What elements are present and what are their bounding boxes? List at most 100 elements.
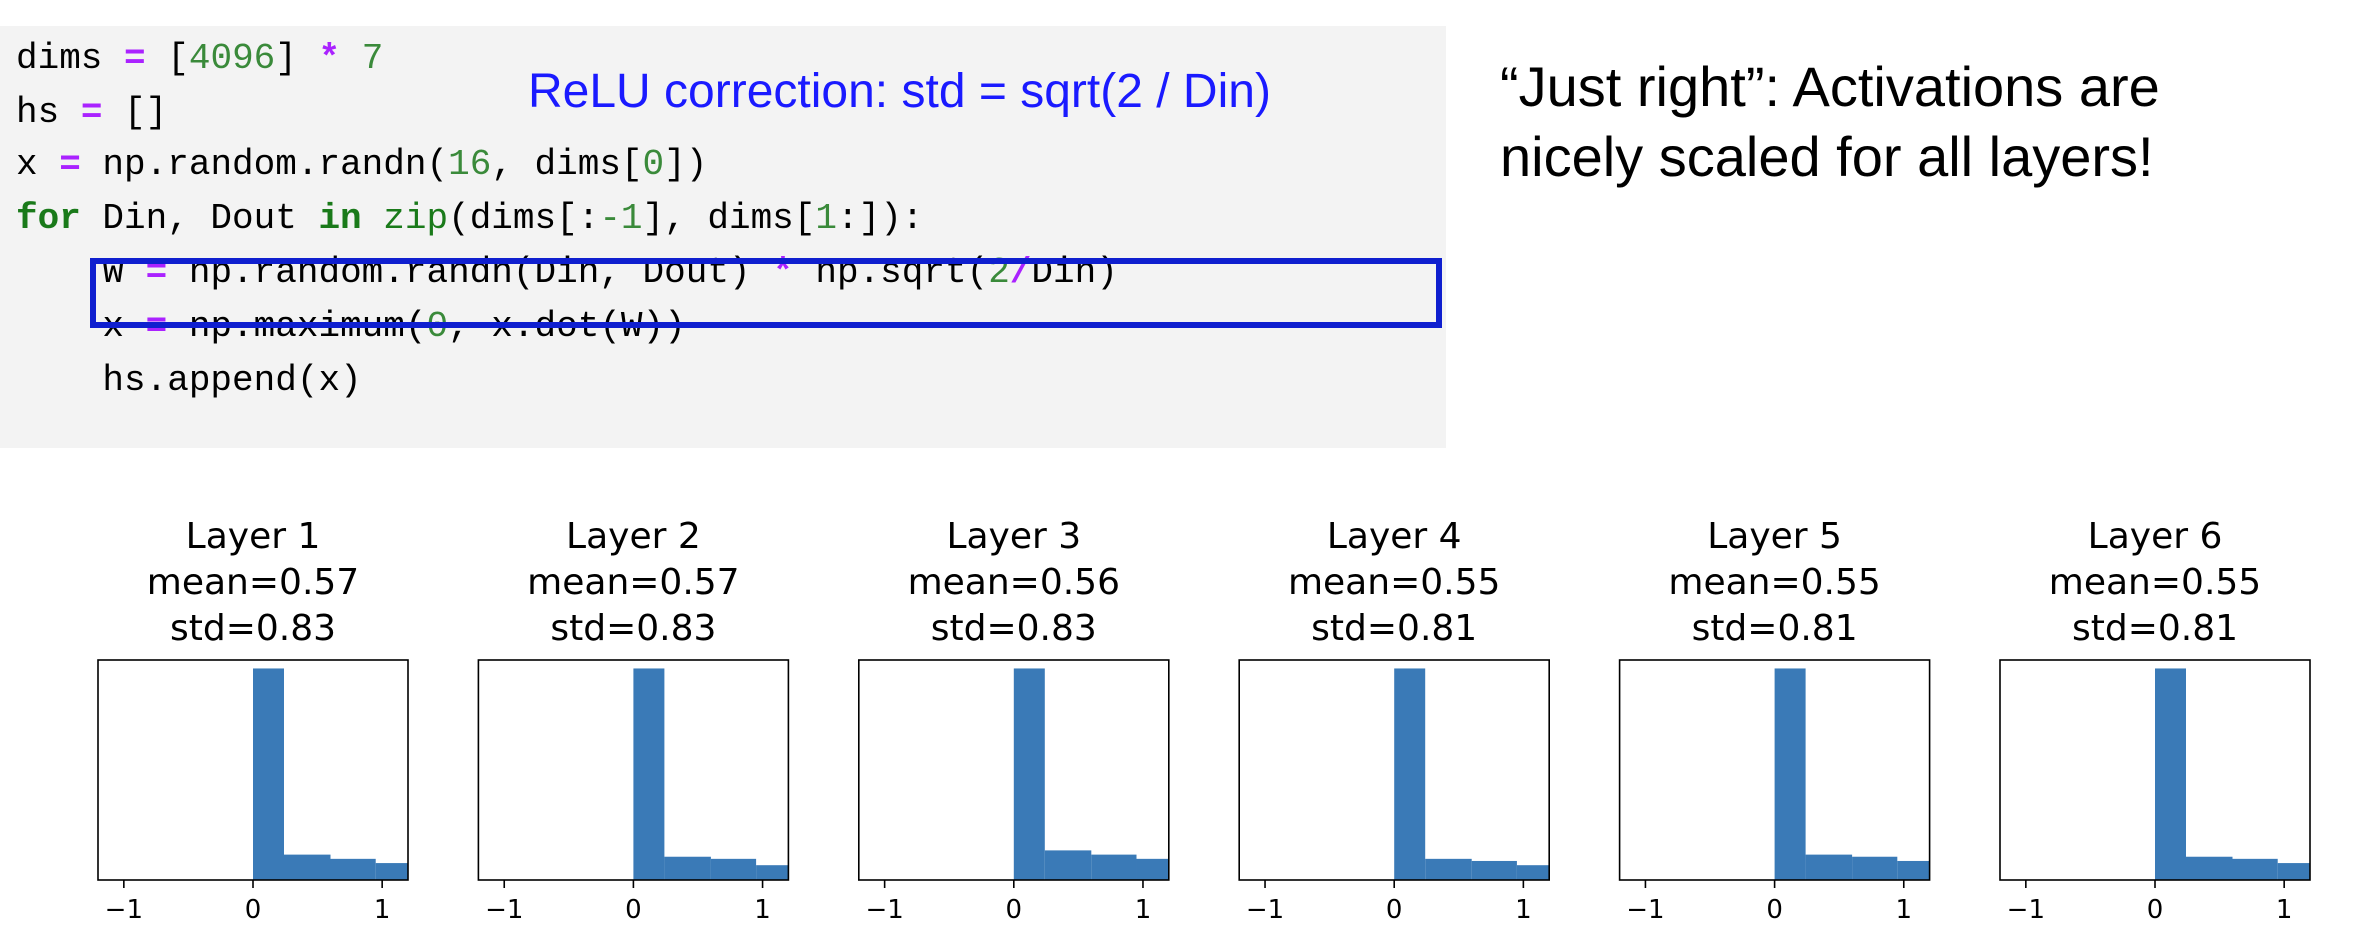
- code-token: hs.append(x): [16, 360, 362, 401]
- plot-title-line: mean=0.55: [2048, 562, 2262, 603]
- x-tick-label: 1: [2276, 895, 2293, 925]
- code-line: hs = []: [16, 88, 167, 138]
- caption: “Just right”: Activations are nicely sca…: [1500, 52, 2160, 192]
- histogram-canvas: −1 0 1 −1 0 1 −1 0 1 −1 0 1 −1 0 1 −1 0 1: [97, 659, 2311, 925]
- x-tick-label: 1: [754, 895, 771, 925]
- code-token: :]):: [836, 198, 924, 239]
- x-tick-label: −1: [1626, 895, 1664, 925]
- histogram-bar: [1516, 865, 1550, 880]
- code-token: hs: [16, 92, 81, 133]
- histogram-bar: [1805, 854, 1853, 880]
- histogram-bar: [1013, 668, 1045, 880]
- code-token: =: [80, 92, 103, 133]
- plot-title-line: std=0.83: [550, 608, 717, 649]
- x-tick-label: 1: [374, 895, 391, 925]
- code-line: x = np.random.randn(16, dims[0]): [16, 140, 707, 190]
- plot-title-line: std=0.83: [169, 608, 337, 649]
- code-token: in: [318, 198, 362, 239]
- code-line: hs.append(x): [16, 356, 362, 406]
- code-token: [362, 198, 384, 239]
- histogram-bar: [2277, 863, 2310, 880]
- caption-line-1: “Just right”: Activations are: [1500, 55, 2160, 118]
- plot-title-line: Layer 1: [185, 516, 321, 557]
- plot-title-line: mean=0.56: [907, 562, 1120, 603]
- code-token: , dims[: [491, 144, 643, 185]
- plot-title-line: Layer 3: [946, 516, 1082, 557]
- x-tick-label: 0: [2147, 895, 2164, 925]
- x-tick-label: −1: [865, 895, 903, 925]
- histogram-bar: [756, 865, 789, 880]
- code-token: ]: [275, 38, 319, 79]
- histogram-bar: [2155, 668, 2186, 880]
- weight-init-highlight-box: [90, 258, 1442, 328]
- plot-title-line: Layer 2: [566, 516, 701, 557]
- histogram-bar: [1091, 854, 1137, 880]
- code-token: 1: [815, 198, 837, 239]
- plot-title-line: Layer 4: [1326, 516, 1462, 557]
- code-token: []: [102, 92, 168, 133]
- code-token: =: [59, 144, 81, 185]
- code-token: dims: [16, 38, 125, 79]
- x-tick-label: 0: [1766, 895, 1783, 925]
- code-token: *: [318, 38, 341, 79]
- code-token: ], dims[: [642, 198, 816, 239]
- plot-title-line: std=0.83: [930, 608, 1097, 649]
- plot-title-line: mean=0.55: [1287, 562, 1501, 603]
- histogram-bar: [1136, 858, 1169, 880]
- code-token: 4096: [188, 38, 276, 79]
- histogram-panel: −1 0 1 −1 0 1 −1 0 1 −1 0 1 −1 0 1 −1 0 1 Layer 1 mean=0.5…: [0, 500, 2356, 952]
- histogram-bar: [664, 856, 711, 880]
- x-tick-label: −1: [1246, 895, 1284, 925]
- code-token: (dims[:: [448, 198, 600, 239]
- code-token: for: [16, 198, 81, 239]
- code-token: -1: [599, 198, 643, 239]
- code-token: 16: [448, 144, 492, 185]
- plot-title-line: mean=0.57: [527, 562, 740, 603]
- histogram-bar: [1774, 668, 1806, 880]
- code-token: Din, Dout: [80, 198, 319, 239]
- histogram-bar: [1394, 668, 1426, 880]
- plot-title-line: mean=0.55: [1668, 562, 1881, 603]
- caption-line-2: nicely scaled for all layers!: [1500, 125, 2154, 188]
- histogram-bar: [375, 863, 408, 880]
- code-token: zip: [383, 198, 449, 239]
- x-tick-label: −1: [485, 895, 523, 925]
- code-token: 7: [361, 38, 384, 79]
- code-token: =: [124, 38, 146, 79]
- x-tick-label: 1: [1895, 895, 1912, 925]
- code-token: [: [145, 38, 189, 79]
- x-tick-label: 0: [1386, 895, 1403, 925]
- plot-title-line: mean=0.57: [146, 562, 360, 603]
- plot-title-line: Layer 6: [2087, 516, 2223, 557]
- code-panel: dims = [4096] * 7 hs = [] x = np.random.ra…: [0, 26, 1446, 448]
- histogram-bar: [284, 854, 331, 880]
- plot-title-line: std=0.81: [1691, 608, 1858, 649]
- code-token: x: [16, 144, 60, 185]
- x-tick-label: 0: [245, 895, 262, 925]
- relu-correction-note: ReLU correction: std = sqrt(2 / Din): [528, 65, 1271, 118]
- x-tick-label: 1: [1515, 895, 1532, 925]
- histogram-bar: [330, 858, 376, 880]
- x-tick-label: 0: [1006, 895, 1023, 925]
- histogram-bar: [1425, 858, 1472, 880]
- histogram-bar: [2232, 858, 2278, 880]
- histogram-bar: [1471, 860, 1517, 880]
- histogram-bar: [253, 668, 284, 880]
- plot-title-line: Layer 5: [1707, 516, 1842, 557]
- histogram-bar: [1044, 850, 1092, 880]
- x-tick-label: 1: [1135, 895, 1152, 925]
- plot-title-line: std=0.81: [1311, 608, 1478, 649]
- code-token: [340, 38, 362, 79]
- code-token: ]): [664, 144, 708, 185]
- x-tick-label: −1: [2007, 895, 2045, 925]
- histogram-bar: [633, 668, 665, 880]
- code-token: np.random.randn(: [80, 144, 449, 185]
- plot-title-line: std=0.81: [2071, 608, 2239, 649]
- code-token: 0: [642, 144, 665, 185]
- code-line: for Din, Dout in zip(dims[:-1], dims[1:]…: [16, 194, 923, 244]
- histogram-bar: [1897, 860, 1930, 880]
- histogram-bar: [1852, 856, 1898, 880]
- code-line: dims = [4096] * 7: [16, 34, 383, 84]
- histogram-bar: [2186, 856, 2233, 880]
- x-tick-label: −1: [105, 895, 143, 925]
